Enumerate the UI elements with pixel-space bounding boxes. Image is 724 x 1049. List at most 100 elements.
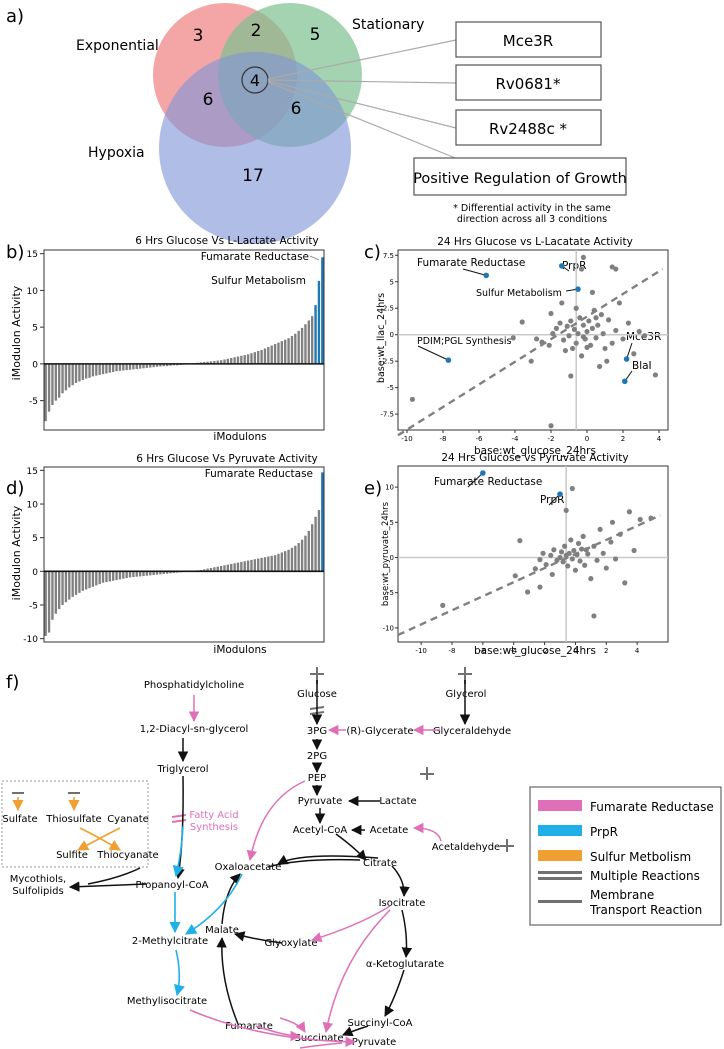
x-axis-label: base:wt_glucose_24hrs xyxy=(474,445,596,457)
bar xyxy=(263,348,267,364)
bar xyxy=(125,571,128,579)
bar xyxy=(71,363,74,386)
bar xyxy=(108,571,111,582)
x-tick-label: 4 xyxy=(657,435,662,443)
chart-title: 24 Hrs Glucose vs L-Lacatate Activity xyxy=(437,236,633,248)
legend-swatch-pink xyxy=(538,800,582,811)
venn-count: 4 xyxy=(250,71,260,90)
scatter-point-highlighted xyxy=(445,357,452,363)
scatter-point xyxy=(577,315,583,321)
x-tick-label: -8 xyxy=(449,647,456,655)
scatter-point xyxy=(558,549,565,555)
scatter-point xyxy=(570,345,576,352)
scatter-point xyxy=(557,320,563,326)
node-propanoyl-coa: Propanoyl-CoA xyxy=(135,880,208,891)
scatter-point-highlighted xyxy=(557,491,563,497)
y-tick-label: -2.5 xyxy=(380,358,394,366)
y-tick-label: 10 xyxy=(27,501,39,511)
bar xyxy=(304,535,307,572)
bar xyxy=(155,363,159,367)
scatter-point xyxy=(568,373,574,379)
bar xyxy=(159,363,162,367)
scatter-point-highlighted xyxy=(623,356,630,362)
node-sulfate: Sulfate xyxy=(2,814,37,825)
node-glyceraldehyde: Glyceraldehyde xyxy=(433,726,511,737)
scatter-point xyxy=(586,318,592,324)
bar xyxy=(149,363,152,368)
bar xyxy=(294,333,297,364)
bar xyxy=(290,547,294,572)
node-pep: PEP xyxy=(308,773,326,784)
scatter-point xyxy=(583,547,589,553)
node-diacylglycerol: 1,2-Diacyl-sn-glycerol xyxy=(140,724,249,735)
bar xyxy=(54,571,57,614)
bar xyxy=(165,571,169,574)
x-tick-label: -4 xyxy=(510,647,518,655)
bar xyxy=(165,363,169,367)
venn-count: 3 xyxy=(193,26,204,46)
scatter-point xyxy=(613,327,619,334)
bar xyxy=(78,571,81,593)
bar xyxy=(273,344,277,364)
y-tick-label: -5 xyxy=(387,384,394,392)
bar xyxy=(314,516,317,572)
bar xyxy=(61,571,64,605)
bar xyxy=(219,360,223,364)
bar xyxy=(142,571,145,577)
scatter-point xyxy=(571,326,578,333)
scatter-point-highlighted xyxy=(575,286,581,292)
bar xyxy=(172,571,176,574)
panel-d-label: d) xyxy=(6,478,24,499)
bar xyxy=(74,571,78,595)
legend-membrane: Membrane xyxy=(590,888,654,902)
node-fatty-acid: Fatty Acid xyxy=(189,810,238,821)
bar xyxy=(284,551,287,572)
bar xyxy=(98,363,101,375)
node-succinyl-coa: Succinyl-CoA xyxy=(347,1018,412,1029)
bar xyxy=(145,363,149,368)
callout-rv2488c: Rv2488c * xyxy=(489,120,567,138)
scatter-point xyxy=(557,554,563,561)
scatter-point xyxy=(608,539,614,545)
bar xyxy=(138,363,142,369)
x-axis-label: iModulons xyxy=(213,431,266,443)
node-3pg: 3PG xyxy=(307,726,327,737)
bar xyxy=(132,571,135,578)
bar xyxy=(243,355,246,364)
legend-swatch-blue xyxy=(538,825,582,836)
scatter-point xyxy=(539,339,545,345)
annotation-line xyxy=(417,345,449,361)
venn-label-stationary: Stationary xyxy=(352,17,424,33)
annotation-line xyxy=(462,268,487,276)
scatter-point xyxy=(572,567,579,573)
bar xyxy=(273,555,277,572)
sulfur-box xyxy=(1,780,149,868)
scatter-point xyxy=(580,533,586,540)
scatter-point xyxy=(597,363,603,370)
bar xyxy=(230,358,233,364)
bar xyxy=(250,559,253,572)
bar xyxy=(128,363,132,370)
scatter-point xyxy=(591,307,597,313)
bar xyxy=(88,571,91,589)
bar xyxy=(246,560,250,572)
scatter-point xyxy=(625,320,632,326)
node-acetate: Acetate xyxy=(370,825,408,836)
scatter-point xyxy=(589,325,596,331)
scatter-point xyxy=(519,319,525,325)
footnote: direction across all 3 conditions xyxy=(457,214,607,225)
venn-count: 6 xyxy=(291,99,302,119)
node-sulfite: Sulfite xyxy=(56,850,88,861)
annotation-pdim-pgl: PDIM;PGL Synthesis xyxy=(417,336,511,347)
bar xyxy=(142,363,145,369)
scatter-point xyxy=(546,342,552,348)
bar xyxy=(287,338,290,364)
scatter-point xyxy=(620,336,626,342)
bar xyxy=(122,571,125,579)
bar xyxy=(98,571,101,585)
annotation-blai: BlaI xyxy=(632,360,652,372)
y-tick-label: -5 xyxy=(29,601,38,611)
bar xyxy=(51,571,54,620)
bar xyxy=(115,363,118,372)
black-arrows xyxy=(68,680,471,1037)
